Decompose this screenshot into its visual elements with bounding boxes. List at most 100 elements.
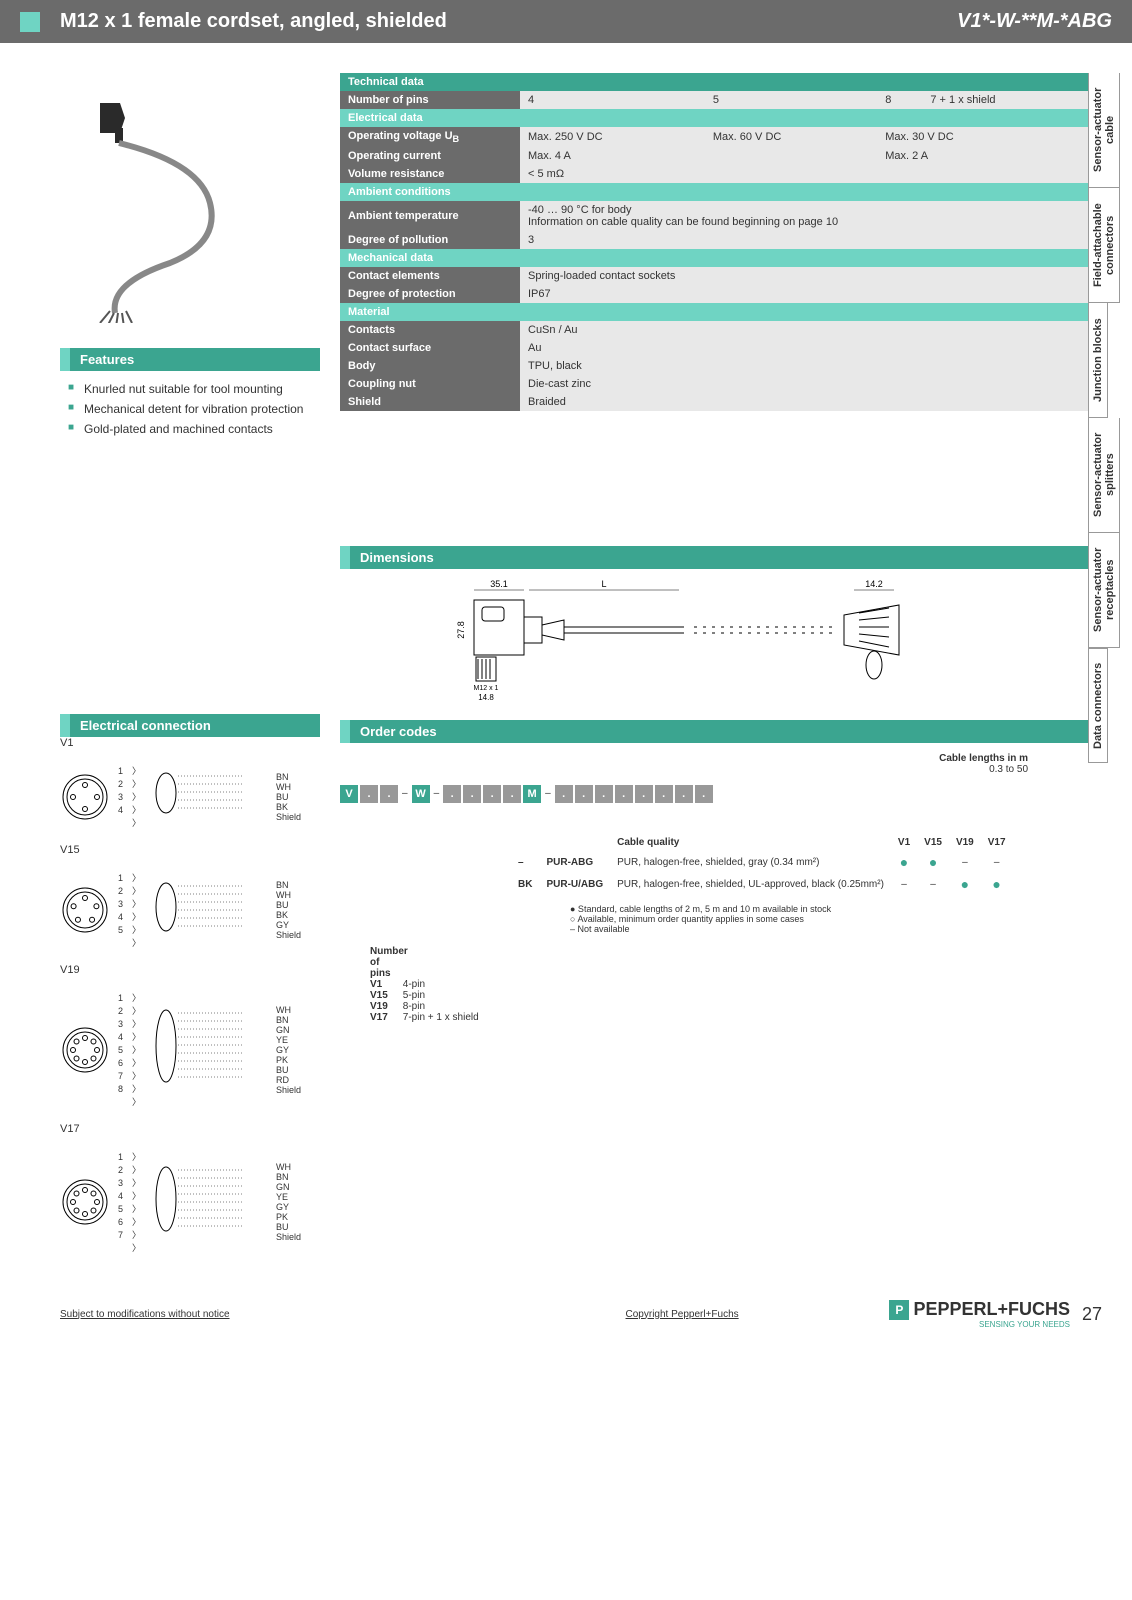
code-box: . xyxy=(555,785,573,803)
tech-row-value: 3 xyxy=(520,231,1088,249)
electrical-connection-diagrams: V1 1〉2〉3〉4〉〉BNWHBUBKShield V15 1〉2〉3〉4〉5〉〉B… xyxy=(60,737,320,1254)
tech-row-value: Au xyxy=(520,339,1088,357)
tech-row-value: Max. 250 V DC xyxy=(520,127,705,147)
tech-row-label: Degree of protection xyxy=(340,285,520,303)
pin-definition: V19 8-pin xyxy=(370,1001,1088,1012)
tech-row-value: Die-cast zinc xyxy=(520,375,1088,393)
brand-icon: P xyxy=(889,1300,909,1320)
tech-heading: Technical data xyxy=(340,73,1088,91)
footer-disclaimer: Subject to modifications without notice xyxy=(60,1309,475,1320)
code-box: . xyxy=(483,785,501,803)
technical-data-table: Technical data Number of pins4587 + 1 x … xyxy=(340,73,1088,411)
tech-row-value: TPU, black xyxy=(520,357,1088,375)
connector-diagram: 1〉2〉3〉4〉5〉〉BNWHBUBKGYShield xyxy=(60,871,320,949)
tech-row-label: Contact surface xyxy=(340,339,520,357)
tech-row-value: CuSn / Au xyxy=(520,321,1088,339)
tech-row-label: Operating current xyxy=(340,147,520,165)
code-box: . xyxy=(575,785,593,803)
code-box: . xyxy=(675,785,693,803)
tech-row-label: Contact elements xyxy=(340,267,520,285)
tech-row-label: Contacts xyxy=(340,321,520,339)
sidebar-category: Sensor-actuator cable xyxy=(1088,73,1120,188)
svg-text:14.8: 14.8 xyxy=(478,693,494,702)
connector-label: V1 xyxy=(60,737,320,749)
tech-row-value: Max. 4 A xyxy=(520,147,877,165)
tech-row-value: 5 xyxy=(705,91,877,109)
header-accent-box xyxy=(20,12,40,32)
code-box: V xyxy=(340,785,358,803)
tech-row-label: Number of pins xyxy=(340,91,520,109)
tech-row-value: Max. 60 V DC xyxy=(705,127,877,147)
electrical-connection-heading: Electrical connection xyxy=(60,714,320,737)
code-box: W xyxy=(412,785,430,803)
feature-item: Mechanical detent for vibration protecti… xyxy=(68,399,320,419)
dimensions-heading: Dimensions xyxy=(340,546,1088,569)
footer-copyright: Copyright Pepperl+Fuchs xyxy=(475,1309,890,1320)
connector-label: V17 xyxy=(60,1123,320,1135)
tech-row-value: < 5 mΩ xyxy=(520,165,1088,183)
code-box: . xyxy=(443,785,461,803)
connector-diagram: 1〉2〉3〉4〉〉BNWHBUBKShield xyxy=(60,764,320,829)
tech-row-value: 8 xyxy=(877,91,922,109)
svg-text:27.8: 27.8 xyxy=(456,621,466,639)
connector-label: V15 xyxy=(60,844,320,856)
pin-definition: V1 4-pin xyxy=(370,979,1088,990)
brand-logo: P PEPPERL+FUCHS xyxy=(889,1299,1070,1320)
number-of-pins-block: Number of pins V1 4-pinV15 5-pinV19 8-pi… xyxy=(340,946,1088,1023)
tech-row-value: IP67 xyxy=(520,285,1088,303)
code-box: . xyxy=(635,785,653,803)
svg-text:L: L xyxy=(601,579,606,589)
tech-row-label: Volume resistance xyxy=(340,165,520,183)
tech-row-value: -40 … 90 °C for body Information on cabl… xyxy=(520,201,1088,231)
code-box: . xyxy=(655,785,673,803)
tech-subheader: Ambient conditions xyxy=(340,183,1088,201)
page-header: M12 x 1 female cordset, angled, shielded… xyxy=(0,0,1132,43)
sidebar-category: Sensor-actuator receptacles xyxy=(1088,533,1120,648)
feature-item: Knurled nut suitable for tool mounting xyxy=(68,379,320,399)
svg-text:14.2: 14.2 xyxy=(865,579,883,589)
tech-row-value: 4 xyxy=(520,91,705,109)
code-box: . xyxy=(360,785,378,803)
sidebar-category: Field-attachable connectors xyxy=(1088,188,1120,303)
tech-row-label: Degree of pollution xyxy=(340,231,520,249)
tech-row-value: Max. 2 A xyxy=(877,147,1088,165)
page-number: 27 xyxy=(1082,1304,1102,1325)
tech-subheader: Electrical data xyxy=(340,109,1088,127)
code-box: . xyxy=(380,785,398,803)
page-title: M12 x 1 female cordset, angled, shielded xyxy=(60,10,957,33)
tech-row-label: Operating voltage UB xyxy=(340,127,520,147)
code-box: . xyxy=(503,785,521,803)
pin-definition: V15 5-pin xyxy=(370,990,1088,1001)
sidebar-category: Junction blocks xyxy=(1088,303,1108,418)
tech-row-value: Max. 30 V DC xyxy=(877,127,1088,147)
code-box: . xyxy=(615,785,633,803)
svg-text:35.1: 35.1 xyxy=(490,579,508,589)
tech-row-label: Ambient temperature xyxy=(340,201,520,231)
code-box: . xyxy=(463,785,481,803)
sidebar-category: Data connectors xyxy=(1088,648,1108,763)
feature-item: Gold-plated and machined contacts xyxy=(68,419,320,439)
brand-tagline: SENSING YOUR NEEDS xyxy=(889,1320,1070,1329)
cable-quality-table: Cable quality V1 V15 V19 V17 –PUR-ABGPUR… xyxy=(510,833,1014,896)
connector-label: V19 xyxy=(60,964,320,976)
sidebar-category: Sensor-actuator splitters xyxy=(1088,418,1120,533)
cable-lengths-label: Cable lengths in m xyxy=(939,753,1028,764)
svg-text:M12 x 1: M12 x 1 xyxy=(474,685,499,692)
order-codes-heading: Order codes xyxy=(340,720,1088,743)
code-box: . xyxy=(595,785,613,803)
tech-row-value: Braided xyxy=(520,393,1088,411)
pin-definition: V17 7-pin + 1 x shield xyxy=(370,1012,1088,1023)
tech-row-value: 7 + 1 x shield xyxy=(922,91,1088,109)
tech-row-value: Spring-loaded contact sockets xyxy=(520,267,1088,285)
code-box: M xyxy=(523,785,541,803)
category-sidebar: Sensor-actuator cableField-attachable co… xyxy=(1088,73,1112,1269)
tech-subheader: Material xyxy=(340,303,1088,321)
order-code-template: V..–W–....M–........ xyxy=(340,785,1088,803)
connector-diagram: 1〉2〉3〉4〉5〉6〉7〉8〉〉WHBNGNYEGYPKBURDShield xyxy=(60,991,320,1108)
tech-subheader: Mechanical data xyxy=(340,249,1088,267)
page-footer: Subject to modifications without notice … xyxy=(0,1289,1132,1349)
code-box: . xyxy=(695,785,713,803)
connector-diagram: 1〉2〉3〉4〉5〉6〉7〉〉WHBNGNYEGYPKBUShield xyxy=(60,1150,320,1254)
cable-quality-legend: ● Standard, cable lengths of 2 m, 5 m an… xyxy=(510,904,1088,934)
tech-row-label: Coupling nut xyxy=(340,375,520,393)
